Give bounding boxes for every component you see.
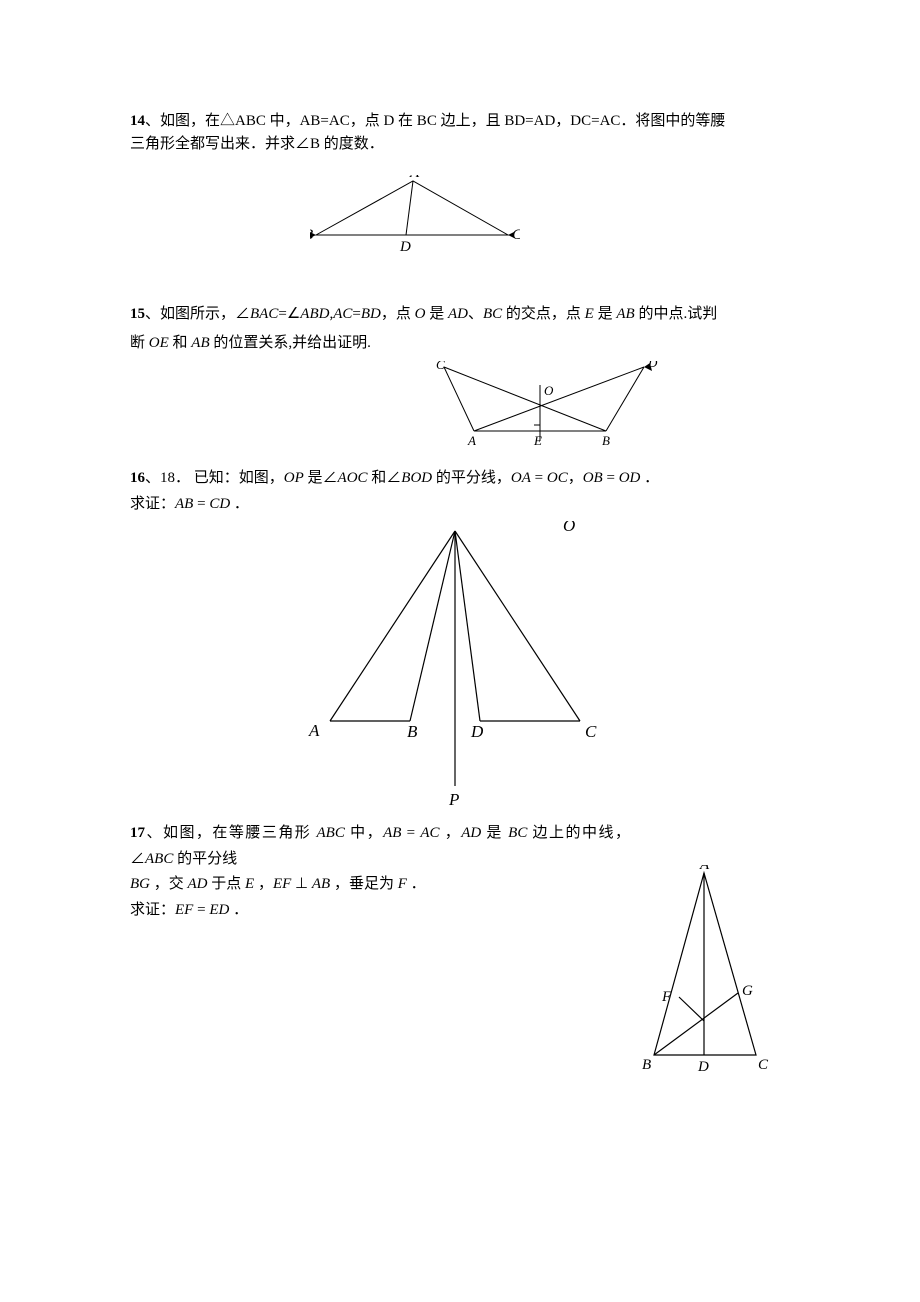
problem-17-line3: 求证：EF = ED ．: [130, 902, 248, 918]
fig14-label-D: D: [399, 239, 411, 255]
problem-15-figure-wrap: C D A B E O: [130, 361, 790, 456]
fig17-label-D: D: [697, 1059, 709, 1075]
problem-14: 14、如图，在△ABC 中，AB=AC，点 D 在 BC 边上，且 BD=AD，…: [130, 110, 790, 270]
problem-15-number: 15: [130, 306, 145, 322]
problem-16-figure-wrap: O A B D C P: [130, 521, 790, 811]
fig17-label-B: B: [642, 1057, 651, 1073]
fig15-label-C: C: [436, 361, 445, 372]
problem-16-line2: 求证：AB = CD ．: [130, 496, 249, 512]
page: 14、如图，在△ABC 中，AB=AC，点 D 在 BC 边上，且 BD=AD，…: [0, 0, 920, 1156]
problem-15-line1: 、如图所示，∠BAC=∠ABD,AC=BD，点 O 是 AD、BC 的交点，点 …: [145, 306, 717, 322]
problem-14-text: 14、如图，在△ABC 中，AB=AC，点 D 在 BC 边上，且 BD=AD，…: [130, 110, 790, 155]
problem-15-figure: C D A B E O: [430, 361, 660, 456]
problem-17-line2: BG ，交 AD 于点 E ，EF ⊥ AB ，垂足为 F ．: [130, 876, 426, 892]
fig16-label-A: A: [308, 721, 320, 740]
problem-17-figure-wrap: A B C D G F: [630, 861, 780, 1086]
problem-14-line1: 、如图，在△ABC 中，AB=AC，点 D 在 BC 边上，且 BD=AD，DC…: [145, 113, 725, 129]
problem-14-figure-wrap: A B C D: [130, 175, 790, 270]
fig16-label-C: C: [585, 722, 597, 741]
fig15-label-E: E: [533, 433, 542, 448]
fig17-label-G: G: [742, 983, 753, 999]
fig14-label-A: A: [409, 175, 420, 181]
fig16-label-D: D: [470, 722, 484, 741]
fig15-label-A: A: [467, 433, 476, 448]
fig15-label-O: O: [544, 383, 554, 398]
problem-16-line1: 、18． 已知：如图，OP 是∠AOC 和∠BOD 的平分线，OA = OC，O…: [145, 470, 659, 486]
problem-14-line2: 三角形全都写出来．并求∠B 的度数．: [130, 136, 384, 152]
fig17-label-A: A: [699, 865, 710, 873]
fig17-label-C: C: [758, 1057, 769, 1073]
fig16-label-O: O: [563, 521, 575, 535]
fig17-label-F: F: [661, 989, 672, 1005]
problem-14-number: 14: [130, 113, 145, 129]
problem-17-line1: 、如图，在等腰三角形 ABC 中，AB = AC ，AD 是 BC 边上的中线，…: [130, 825, 630, 867]
problem-15: 15、如图所示，∠BAC=∠ABD,AC=BD，点 O 是 AD、BC 的交点，…: [130, 300, 790, 456]
fig16-label-B: B: [407, 722, 418, 741]
problem-17-figure: A B C D G F: [630, 865, 780, 1080]
problem-17-text: 17、如图，在等腰三角形 ABC 中，AB = AC ，AD 是 BC 边上的中…: [130, 821, 630, 923]
problem-17: 17、如图，在等腰三角形 ABC 中，AB = AC ，AD 是 BC 边上的中…: [130, 821, 790, 1086]
fig15-label-D: D: [647, 361, 658, 370]
problem-15-line2: 断 OE 和 AB 的位置关系,并给出证明.: [130, 335, 371, 351]
problem-14-figure: A B C D: [310, 175, 520, 270]
problem-15-text: 15、如图所示，∠BAC=∠ABD,AC=BD，点 O 是 AD、BC 的交点，…: [130, 300, 790, 357]
problem-16-number: 16: [130, 470, 145, 486]
problem-16-figure: O A B D C P: [295, 521, 615, 811]
problem-17-number: 17: [130, 825, 145, 841]
problem-16-text: 16、18． 已知：如图，OP 是∠AOC 和∠BOD 的平分线，OA = OC…: [130, 466, 790, 517]
fig15-label-B: B: [602, 433, 610, 448]
problem-16: 16、18． 已知：如图，OP 是∠AOC 和∠BOD 的平分线，OA = OC…: [130, 466, 790, 811]
fig16-label-P: P: [448, 790, 459, 809]
